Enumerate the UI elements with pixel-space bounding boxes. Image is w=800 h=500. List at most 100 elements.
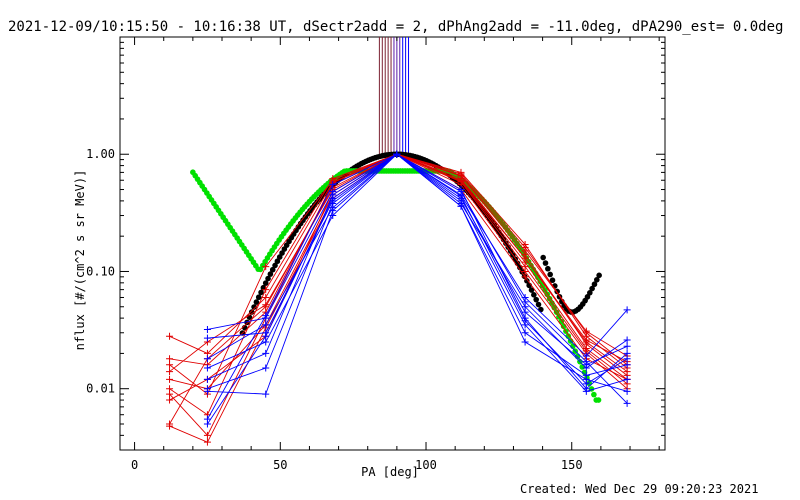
data-point — [203, 431, 211, 439]
series-line — [207, 153, 628, 420]
data-point — [623, 355, 631, 363]
black-fit-point — [587, 290, 593, 296]
data-point — [203, 355, 211, 363]
black-fit-point — [248, 309, 255, 315]
data-point — [521, 254, 529, 262]
black-fit-point — [274, 258, 281, 265]
data-point — [166, 332, 174, 340]
data-point — [203, 334, 211, 342]
data-series — [166, 150, 631, 446]
data-point — [203, 325, 211, 333]
black-fit-point — [262, 280, 269, 286]
x-axis-label: PA [deg] — [361, 465, 419, 479]
green-fit-point — [546, 295, 553, 302]
data-point — [623, 361, 631, 369]
series-line — [207, 153, 628, 390]
black-fit-point — [549, 277, 556, 284]
data-point — [582, 336, 590, 344]
black-fit-point — [267, 271, 274, 277]
data-point — [623, 387, 631, 395]
data-point — [262, 364, 270, 372]
data-point — [262, 332, 270, 340]
series-line — [169, 153, 628, 395]
black-fit-point — [531, 292, 537, 298]
data-point — [166, 396, 174, 404]
green-fit-point — [595, 397, 602, 403]
data-point — [393, 150, 401, 158]
x-tick-label: 100 — [415, 458, 437, 472]
data-point — [262, 263, 270, 271]
black-fit-point — [596, 272, 602, 279]
y-tick-label: 0.01 — [86, 382, 115, 396]
black-fit-point — [258, 289, 264, 296]
black-fit-point — [535, 301, 542, 308]
series-line — [169, 153, 628, 416]
vertical-lines — [378, 37, 410, 157]
y-axis-label: nflux [#/(cm^2 s sr MeV)] — [73, 170, 87, 351]
data-point — [166, 368, 174, 376]
data-point — [262, 312, 270, 320]
data-point — [582, 380, 590, 388]
black-fit-point — [265, 275, 271, 282]
data-point — [329, 194, 337, 202]
series-line — [207, 153, 628, 380]
data-point — [521, 338, 529, 346]
series-line — [207, 153, 628, 357]
black-fit-point — [533, 296, 539, 303]
data-point — [203, 375, 211, 383]
data-point — [166, 375, 174, 383]
data-point — [521, 308, 529, 316]
black-fit-point — [547, 271, 553, 278]
plot-frame — [119, 36, 666, 451]
series-line — [169, 153, 628, 390]
black-fit-point — [255, 294, 262, 301]
series-line — [169, 153, 628, 401]
x-tick-label: 50 — [273, 458, 287, 472]
black-fit-point — [594, 276, 600, 283]
data-point — [521, 329, 529, 337]
data-point — [262, 286, 270, 294]
data-point — [521, 240, 529, 248]
black-fit-point — [591, 281, 598, 288]
data-point — [521, 263, 529, 271]
black-fit-point — [528, 287, 535, 293]
y-tick-label: 1.00 — [86, 147, 115, 161]
data-point — [203, 387, 211, 395]
series-line — [169, 153, 628, 380]
series-line — [169, 153, 628, 372]
data-point — [623, 306, 631, 314]
data-point — [262, 321, 270, 329]
data-point — [166, 422, 174, 430]
series-line — [169, 153, 628, 366]
data-point — [521, 298, 529, 306]
green-fit-point — [553, 309, 560, 315]
axes: 0 50 100 150 0.01 0.10 1.00 — [86, 37, 665, 472]
data-point — [203, 420, 211, 428]
data-point — [166, 390, 174, 398]
data-point — [262, 349, 270, 357]
data-point — [262, 303, 270, 311]
black-fit-point — [545, 265, 551, 272]
black-fit-point — [272, 262, 278, 269]
data-point — [521, 273, 529, 281]
data-point — [457, 192, 465, 200]
y-tick-label: 0.10 — [86, 264, 115, 278]
x-tick-label: 0 — [131, 458, 138, 472]
data-point — [623, 336, 631, 344]
chart-title: 2021-12-09/10:15:50 - 10:16:38 UT, dSect… — [8, 19, 783, 35]
data-point — [166, 355, 174, 363]
black-fit-point — [540, 254, 546, 261]
black-fit-point — [253, 299, 260, 305]
black-fit-point — [276, 254, 283, 260]
data-point — [166, 361, 174, 369]
data-point — [262, 293, 270, 301]
data-point — [623, 342, 631, 350]
black-fit-point — [244, 319, 250, 326]
black-fit-point — [269, 266, 276, 273]
series-line — [207, 153, 628, 425]
black-fit-point — [251, 304, 257, 310]
series-line — [207, 153, 628, 392]
data-point — [623, 375, 631, 383]
black-fit-point — [589, 285, 595, 292]
